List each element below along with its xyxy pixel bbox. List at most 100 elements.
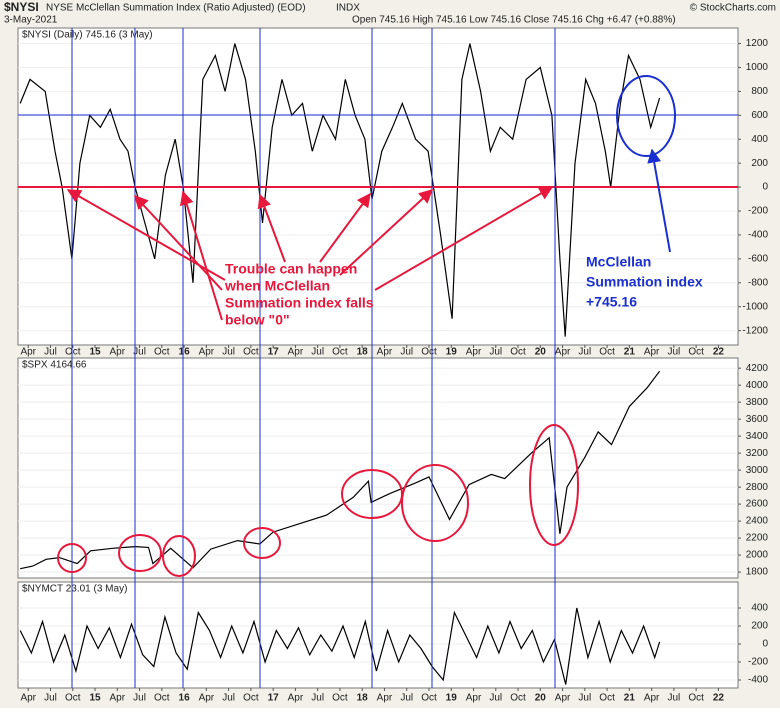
x-tick-label: Apr <box>110 693 126 704</box>
y-tick-label: -400 <box>748 675 768 686</box>
panel-legend: $NYMCT 23.01 (3 May) <box>22 584 127 595</box>
x-tick-label: Oct <box>65 693 81 704</box>
x-tick-label: 16 <box>179 347 191 358</box>
index-name: NYSE McClellan Summation Index (Ratio Ad… <box>46 3 306 14</box>
panels: -1200 -1000 -800 -600 -400 -200 0 200 400 600 800 1… <box>17 27 769 704</box>
y-tick-label: 3000 <box>746 465 769 476</box>
highlight-ellipse <box>616 75 676 157</box>
spx-ellipses <box>57 424 579 577</box>
arrows <box>66 186 554 321</box>
series-line <box>19 43 661 337</box>
annotation-text: Summation index falls <box>225 295 374 311</box>
x-tick-label: Jul <box>222 347 235 358</box>
plot-area <box>17 581 739 689</box>
x-tick-label: Apr <box>199 693 215 704</box>
x-tick-label: 17 <box>268 693 280 704</box>
x-tick-label: Oct <box>599 347 615 358</box>
x-tick-label: Jul <box>489 693 502 704</box>
x-tick-label: Apr <box>199 347 215 358</box>
x-tick-label: 16 <box>179 693 191 704</box>
x-tick-label: Jul <box>578 693 591 704</box>
y-tick-label: 0 <box>762 182 768 193</box>
annotation-text: when McClellan <box>224 278 330 294</box>
x-tick-label: Oct <box>154 693 170 704</box>
x-tick-label: Oct <box>332 347 348 358</box>
annotation-text: below "0" <box>225 312 290 328</box>
x-tick-label: Oct <box>154 347 170 358</box>
y-tick-label: -1000 <box>742 301 768 312</box>
x-tick-label: Oct <box>243 693 259 704</box>
panel-legend: $NYSI (Daily) 745.16 (3 May) <box>22 30 153 41</box>
x-tick-label: Apr <box>288 347 304 358</box>
source: © StockCharts.com <box>690 3 776 14</box>
x-tick-label: Apr <box>377 693 393 704</box>
exchange: INDX <box>336 3 360 14</box>
y-tick-label: 2000 <box>746 550 769 561</box>
panel-legend: $SPX 4164.66 <box>22 360 87 371</box>
date: 3-May-2021 <box>4 15 58 26</box>
x-tick-label: Oct <box>510 347 526 358</box>
y-tick-label: -600 <box>748 254 768 265</box>
y-tick-label: 400 <box>751 134 768 145</box>
y-tick-label: 1800 <box>746 567 769 578</box>
x-tick-label: Jul <box>311 347 324 358</box>
x-tick-label: Jul <box>44 693 57 704</box>
y-tick-label: -400 <box>748 230 768 241</box>
y-tick-label: 3400 <box>746 431 769 442</box>
x-tick-label: Jul <box>44 347 57 358</box>
y-tick-label: 600 <box>751 110 768 121</box>
overlays <box>18 28 738 688</box>
symbol: $NYSI <box>4 0 39 14</box>
y-tick-label: 800 <box>751 86 768 97</box>
x-tick-label: 18 <box>357 347 369 358</box>
series-line <box>19 607 661 685</box>
x-tick-label: Oct <box>421 347 437 358</box>
x-tick-label: 15 <box>89 347 101 358</box>
x-tick-label: Oct <box>332 693 348 704</box>
x-tick-label: Oct <box>421 693 437 704</box>
x-tick-label: Apr <box>377 347 393 358</box>
x-tick-label: Jul <box>222 693 235 704</box>
x-tick-label: Apr <box>110 347 126 358</box>
x-tick-label: Apr <box>466 347 482 358</box>
x-tick-label: Oct <box>243 347 259 358</box>
y-tick-label: 2400 <box>746 516 769 527</box>
y-tick-label: 3600 <box>746 414 769 425</box>
y-tick-label: 3800 <box>746 397 769 408</box>
annotation-text: +745.16 <box>586 294 637 310</box>
x-tick-label: 21 <box>624 693 636 704</box>
x-tick-label: Apr <box>555 693 571 704</box>
x-tick-label: Oct <box>65 347 81 358</box>
x-tick-label: Oct <box>510 693 526 704</box>
x-tick-label: Apr <box>644 693 660 704</box>
y-tick-label: 3200 <box>746 448 769 459</box>
y-tick-label: 200 <box>751 621 768 632</box>
plot-area <box>17 357 739 579</box>
y-tick-label: -200 <box>748 206 768 217</box>
x-tick-label: 18 <box>357 693 369 704</box>
x-tick-label: 20 <box>535 693 547 704</box>
y-tick-label: 200 <box>751 158 768 169</box>
x-tick-label: Jul <box>400 347 413 358</box>
y-tick-label: -800 <box>748 277 768 288</box>
y-tick-label: 2200 <box>746 533 769 544</box>
x-tick-label: Oct <box>599 693 615 704</box>
x-tick-label: Apr <box>20 347 36 358</box>
x-tick-label: Apr <box>288 693 304 704</box>
series-line <box>20 370 661 570</box>
y-tick-label: 4000 <box>746 380 769 391</box>
event-lines <box>71 28 556 688</box>
x-tick-label: Apr <box>555 347 571 358</box>
x-tick-label: Apr <box>466 693 482 704</box>
x-tick-label: Jul <box>667 347 680 358</box>
x-tick-label: Jul <box>400 693 413 704</box>
y-tick-label: -1200 <box>742 325 768 336</box>
y-tick-label: 2800 <box>746 482 769 493</box>
blue-arrow <box>647 148 671 253</box>
x-tick-label: 20 <box>535 347 547 358</box>
x-tick-label: Jul <box>489 347 502 358</box>
x-tick-label: 22 <box>713 693 725 704</box>
annotation-text: McClellan <box>586 254 651 270</box>
